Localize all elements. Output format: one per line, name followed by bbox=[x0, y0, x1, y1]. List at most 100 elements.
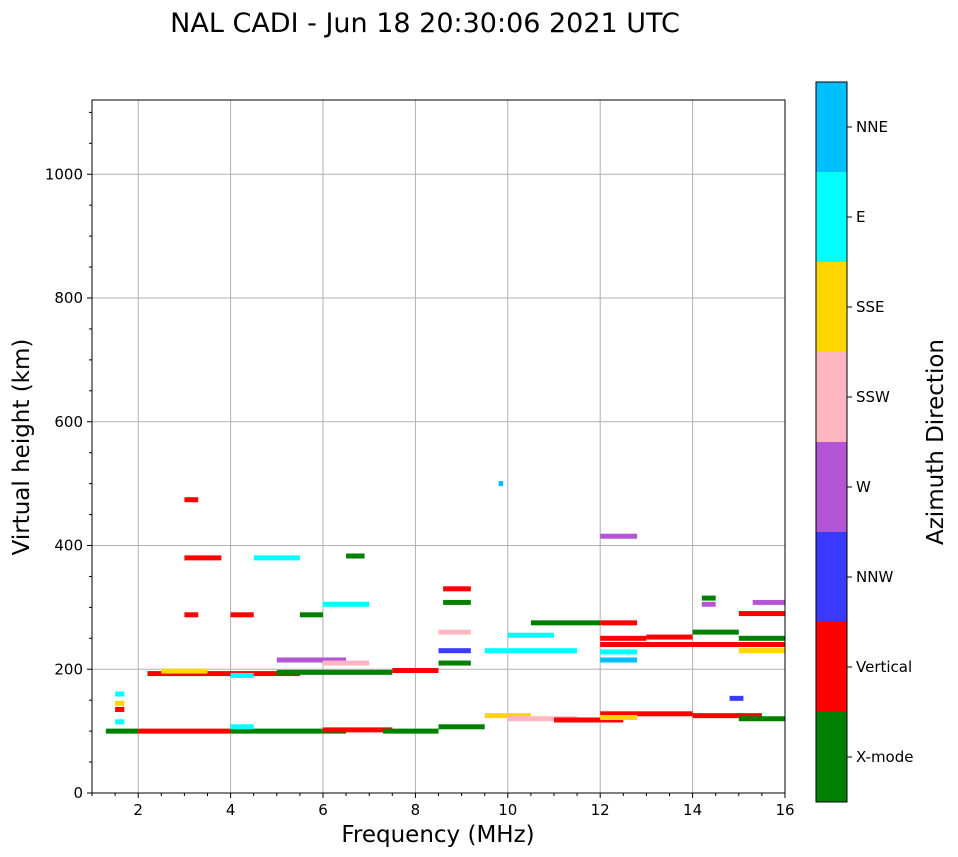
echo-trace-e bbox=[115, 719, 125, 725]
echo-trace-vertical bbox=[600, 711, 693, 717]
y-tick-label: 400 bbox=[54, 537, 83, 555]
echo-trace-e bbox=[600, 649, 638, 655]
echo-trace-x-mode bbox=[701, 595, 716, 601]
echo-trace-e bbox=[507, 632, 554, 638]
x-axis-label: Frequency (MHz) bbox=[341, 822, 534, 848]
echo-trace-ssw bbox=[323, 660, 370, 666]
echo-trace-nnw bbox=[729, 695, 744, 701]
echo-trace-w bbox=[600, 533, 638, 539]
echo-trace-vertical bbox=[738, 611, 785, 617]
echo-trace-x-mode bbox=[738, 635, 785, 641]
colorbar-tick-label: SSW bbox=[856, 388, 890, 406]
echo-trace-e bbox=[253, 555, 300, 561]
echo-trace-w bbox=[276, 657, 347, 663]
colorbar-label: Azimuth Direction bbox=[923, 339, 949, 545]
y-tick-label: 1000 bbox=[45, 165, 83, 183]
echo-trace-e bbox=[323, 601, 370, 607]
x-tick-label: 16 bbox=[775, 801, 794, 819]
echo-trace-x-mode bbox=[692, 629, 739, 635]
x-tick-label: 14 bbox=[683, 801, 702, 819]
colorbar-tick-label: NNE bbox=[856, 118, 888, 136]
x-tick-label: 2 bbox=[133, 801, 143, 819]
echo-trace-vertical bbox=[184, 612, 199, 618]
colorbar: X-mode Vertical NNW W SSW SSE E NNE bbox=[815, 81, 913, 803]
colorbar-tick-label: SSE bbox=[856, 298, 885, 316]
echo-trace-e bbox=[230, 724, 254, 730]
x-tick-label: 6 bbox=[318, 801, 328, 819]
echo-trace-x-mode bbox=[346, 553, 365, 559]
echo-trace-ssw bbox=[507, 716, 578, 722]
echo-trace-vertical bbox=[646, 634, 693, 640]
colorbar-segment bbox=[816, 442, 847, 532]
colorbar-frame bbox=[815, 81, 848, 803]
x-tick-label: 12 bbox=[591, 801, 610, 819]
echo-trace-vertical bbox=[392, 667, 439, 673]
echo-trace-x-mode bbox=[105, 728, 139, 734]
colorbar-tick-label: X-mode bbox=[856, 748, 913, 766]
echo-trace-vertical bbox=[600, 620, 638, 626]
echo-trace-e bbox=[230, 672, 254, 678]
echo-trace-vertical bbox=[184, 555, 222, 561]
echo-trace-vertical bbox=[600, 635, 647, 641]
echo-trace-vertical bbox=[554, 717, 624, 723]
echo-trace-vertical bbox=[184, 497, 199, 503]
echo-trace-vertical bbox=[692, 713, 762, 719]
echo-trace-sse bbox=[115, 700, 125, 706]
colorbar-tick-label: Vertical bbox=[856, 658, 912, 676]
chart-title: NAL CADI - Jun 18 20:30:06 2021 UTC bbox=[170, 8, 680, 39]
echo-trace-x-mode bbox=[230, 728, 347, 734]
grid-lines bbox=[92, 100, 786, 794]
echo-trace-x-mode bbox=[738, 716, 785, 722]
echo-trace-w bbox=[701, 601, 716, 607]
colorbar-segment bbox=[816, 172, 847, 262]
colorbar-segment bbox=[816, 82, 847, 172]
echo-trace-vertical bbox=[443, 586, 471, 592]
echo-trace-vertical bbox=[600, 642, 785, 647]
colorbar-segment bbox=[816, 712, 847, 802]
colorbar-segment bbox=[816, 352, 847, 442]
echo-trace-vertical bbox=[138, 728, 231, 734]
echo-trace-sse bbox=[484, 713, 531, 719]
echo-trace-nne bbox=[600, 657, 638, 663]
echo-trace-nne bbox=[498, 481, 504, 487]
echo-trace-x-mode bbox=[530, 620, 601, 626]
echo-trace-vertical bbox=[147, 671, 300, 677]
echo-trace-sse bbox=[738, 648, 785, 654]
echo-trace-x-mode bbox=[383, 728, 439, 734]
echo-trace-x-mode bbox=[443, 599, 471, 605]
colorbar-segment bbox=[816, 262, 847, 352]
colorbar-segment bbox=[816, 622, 847, 712]
echo-trace-x-mode bbox=[438, 724, 485, 730]
y-tick-label: 200 bbox=[54, 660, 83, 678]
colorbar-tick-label: W bbox=[856, 478, 871, 496]
y-tick-label: 0 bbox=[73, 784, 83, 802]
echo-trace-vertical bbox=[323, 727, 393, 733]
echo-trace-vertical bbox=[115, 706, 125, 712]
plot-area bbox=[92, 100, 785, 793]
x-tick-label: 4 bbox=[226, 801, 236, 819]
plot-background bbox=[92, 100, 785, 793]
echo-trace-x-mode bbox=[299, 612, 323, 618]
echo-traces bbox=[105, 481, 785, 734]
echo-trace-e bbox=[115, 691, 125, 697]
x-axis-ticks: 2 4 6 8 10 12 14 16 bbox=[91, 793, 795, 819]
echo-trace-x-mode bbox=[438, 660, 471, 666]
y-tick-label: 600 bbox=[54, 413, 83, 431]
echo-trace-ssw bbox=[438, 629, 471, 635]
y-axis-label: Virtual height (km) bbox=[9, 339, 35, 556]
echo-trace-nnw bbox=[438, 648, 471, 654]
echo-trace-w bbox=[752, 599, 785, 605]
y-axis-ticks: 0 200 400 600 800 1000 bbox=[45, 111, 92, 802]
x-tick-label: 10 bbox=[498, 801, 517, 819]
colorbar-segment bbox=[816, 532, 847, 622]
echo-trace-e bbox=[484, 648, 578, 654]
echo-trace-sse bbox=[600, 715, 638, 721]
y-tick-label: 800 bbox=[54, 289, 83, 307]
echo-trace-sse bbox=[161, 668, 208, 674]
colorbar-tick-label: NNW bbox=[856, 568, 893, 586]
x-tick-label: 8 bbox=[411, 801, 421, 819]
echo-trace-vertical bbox=[230, 612, 254, 618]
echo-trace-x-mode bbox=[276, 669, 393, 675]
colorbar-tick-label: E bbox=[856, 208, 865, 226]
